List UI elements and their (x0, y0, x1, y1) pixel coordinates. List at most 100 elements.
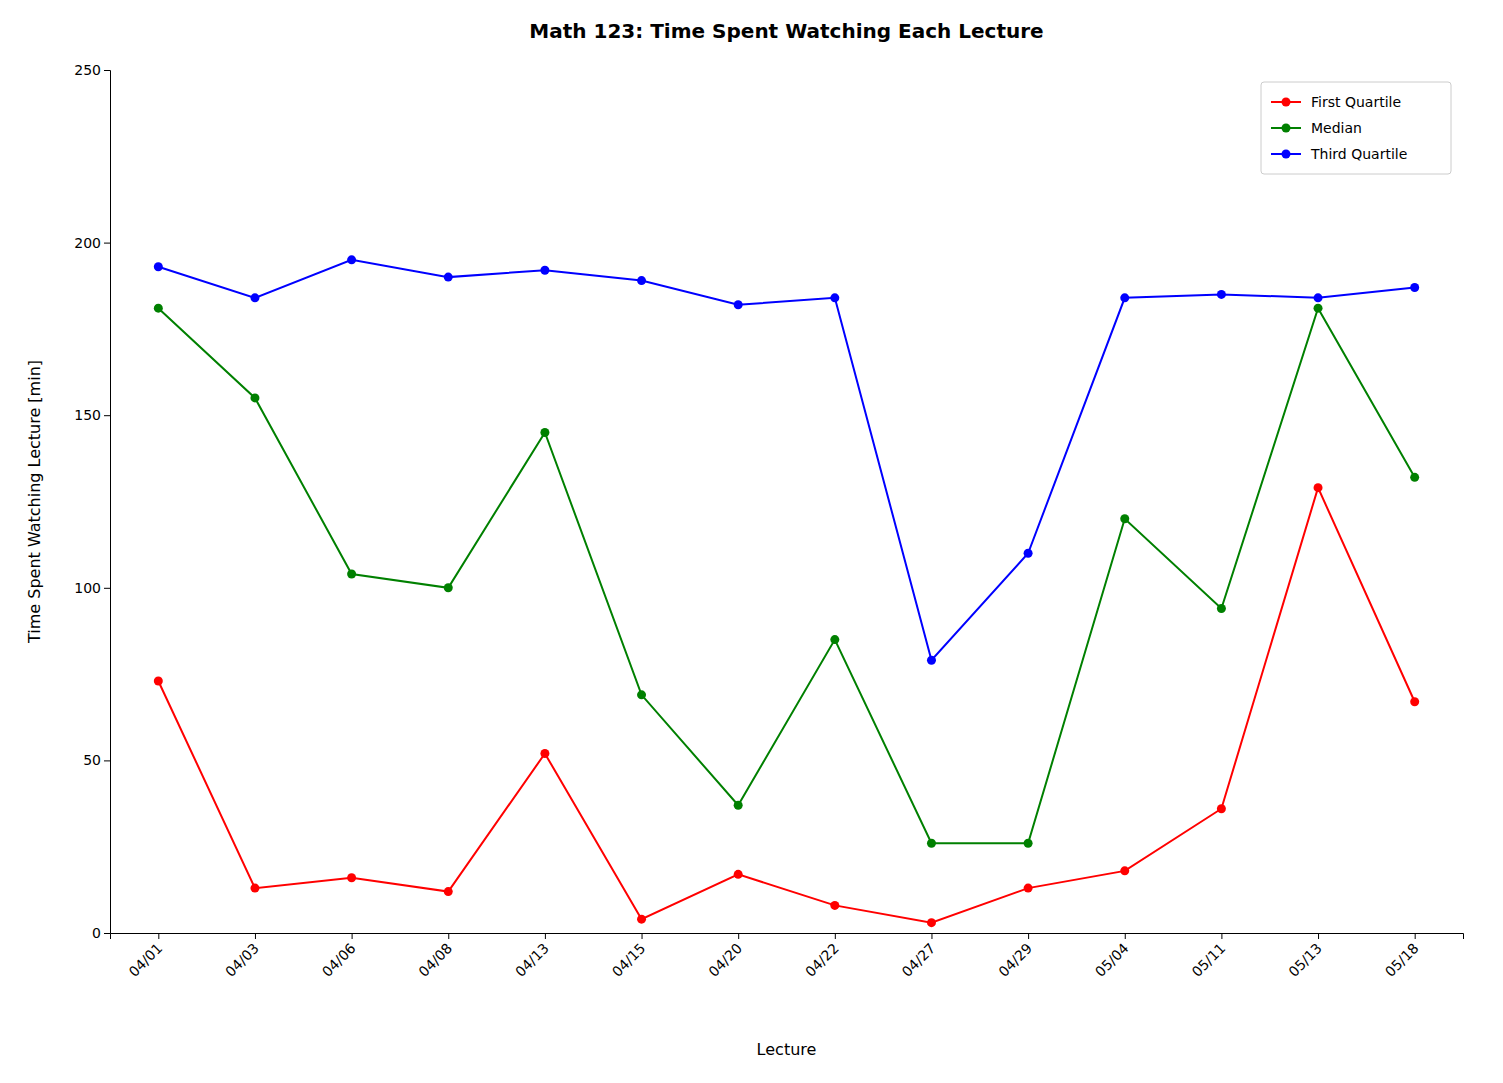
series-line (158, 488, 1414, 923)
legend-label: Third Quartile (1310, 146, 1407, 162)
point (347, 569, 356, 578)
point (444, 583, 453, 592)
x-tick: 05/11 (1189, 933, 1229, 980)
point (250, 884, 259, 893)
y-tick: 0 (92, 925, 110, 941)
legend-marker (1282, 150, 1291, 159)
point (637, 690, 646, 699)
axis-line (104, 71, 111, 934)
tick-label: 04/03 (222, 940, 262, 980)
point (1410, 697, 1419, 706)
point (347, 873, 356, 882)
point (540, 428, 549, 437)
point (927, 918, 936, 927)
tick-mark (352, 933, 353, 939)
tick-label: 04/01 (125, 940, 165, 980)
tick-label: 200 (74, 235, 101, 251)
series-line (158, 260, 1414, 660)
point (1120, 866, 1129, 875)
x-tick: 05/04 (1092, 933, 1132, 980)
point (1410, 473, 1419, 482)
point (637, 276, 646, 285)
x-tick: 04/22 (802, 933, 842, 980)
tick-mark (104, 933, 110, 934)
tick-label: 0 (92, 925, 101, 941)
point (1024, 839, 1033, 848)
point (734, 870, 743, 879)
y-axis: 0 50 100 150 200 250 (74, 62, 110, 941)
x-tick: 04/06 (319, 933, 359, 980)
tick-mark (1221, 933, 1222, 939)
legend-label: Median (1311, 120, 1362, 136)
tick-mark (642, 933, 643, 939)
tick-mark (255, 933, 256, 939)
point (1314, 483, 1323, 492)
y-tick: 200 (74, 235, 110, 251)
x-tick: 04/03 (222, 933, 262, 980)
tick-mark (931, 933, 932, 939)
point (540, 749, 549, 758)
point (830, 901, 839, 910)
point (927, 839, 936, 848)
tick-label: 100 (74, 580, 101, 596)
point (154, 262, 163, 271)
tick-label: 04/22 (802, 940, 842, 980)
series-line (158, 308, 1414, 843)
point (830, 293, 839, 302)
point (734, 300, 743, 309)
x-tick: 04/01 (125, 933, 165, 980)
x-tick: 04/27 (899, 933, 939, 980)
x-tick: 05/13 (1285, 933, 1325, 980)
legend-marker (1282, 98, 1291, 107)
tick-mark (1318, 933, 1319, 939)
point (830, 635, 839, 644)
title: Math 123: Time Spent Watching Each Lectu… (529, 19, 1043, 43)
point (1217, 290, 1226, 299)
legend-label: First Quartile (1311, 94, 1401, 110)
tick-label: 04/06 (319, 940, 359, 980)
point (444, 887, 453, 896)
tick-label: 04/27 (899, 940, 939, 980)
tick-label: 04/20 (705, 940, 745, 980)
tick-label: 04/15 (609, 940, 649, 980)
point (1024, 549, 1033, 558)
tick-label: 05/04 (1092, 940, 1132, 980)
chart: 04/01 04/03 04/06 04/08 04/13 04/15 04/20 04/22… (0, 0, 1503, 1083)
x-tick: 05/18 (1382, 933, 1422, 980)
x-axis-title: Lecture (757, 1040, 817, 1059)
x-tick: 04/20 (705, 933, 745, 980)
legend: First Quartile Median Third Quartile (1261, 82, 1451, 174)
tick-mark (545, 933, 546, 939)
plot-area: 04/01 04/03 04/06 04/08 04/13 04/15 04/20 04/22… (74, 62, 1463, 980)
y-tick: 50 (83, 752, 110, 768)
tick-label: 05/18 (1382, 940, 1422, 980)
tick-mark (1415, 933, 1416, 939)
tick-label: 05/11 (1189, 940, 1229, 980)
point (1120, 514, 1129, 523)
x-tick: 04/08 (415, 933, 455, 980)
axis-line (111, 934, 1464, 940)
point (1314, 293, 1323, 302)
tick-mark (104, 70, 110, 71)
point (154, 304, 163, 313)
tick-mark (104, 588, 110, 589)
point (1217, 804, 1226, 813)
point (444, 273, 453, 282)
tick-mark (1125, 933, 1126, 939)
point (250, 293, 259, 302)
point (1410, 283, 1419, 292)
point (1120, 293, 1129, 302)
y-tick: 150 (74, 407, 110, 423)
point (637, 915, 646, 924)
point (154, 677, 163, 686)
tick-label: 04/29 (995, 940, 1035, 980)
tick-mark (104, 415, 110, 416)
point (927, 656, 936, 665)
tick-label: 150 (74, 407, 101, 423)
x-tick: 04/13 (512, 933, 552, 980)
series-group (154, 255, 1419, 927)
y-axis-title: Time Spent Watching Lecture [min] (25, 360, 44, 644)
tick-label: 05/13 (1285, 940, 1325, 980)
point (734, 801, 743, 810)
tick-label: 250 (74, 62, 101, 78)
